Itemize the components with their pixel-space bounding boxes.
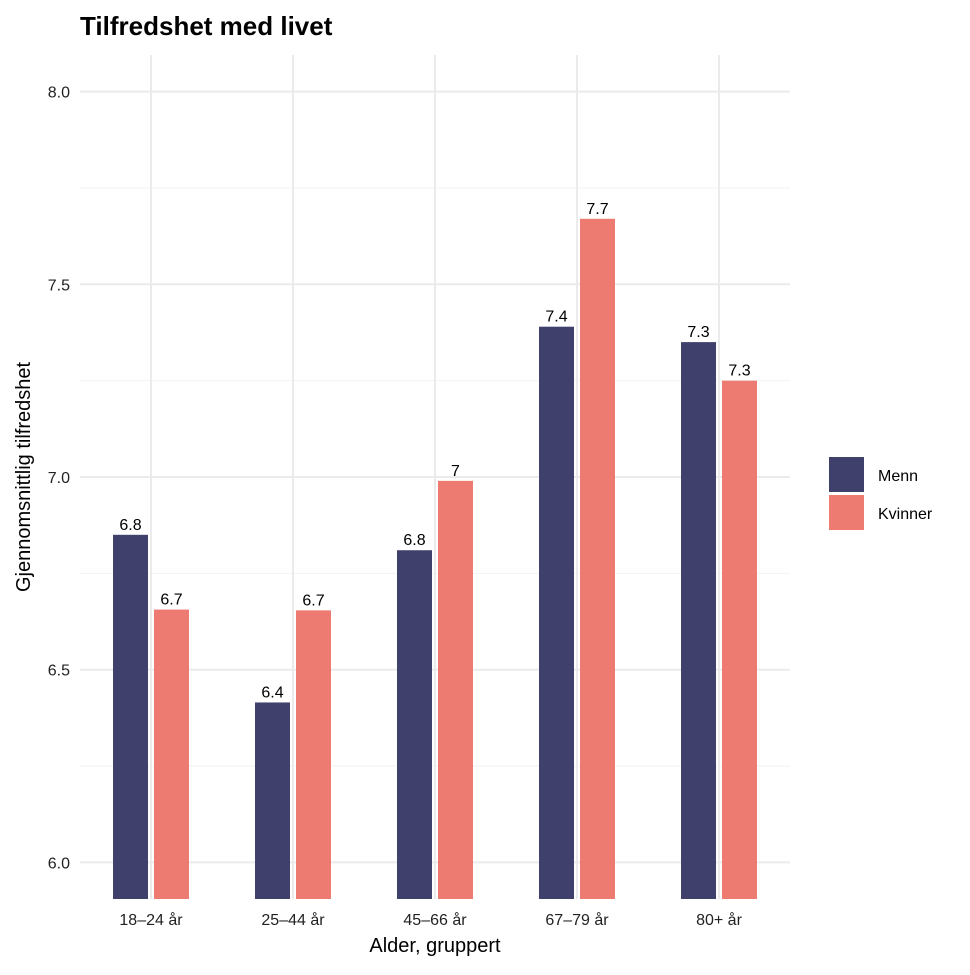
y-tick-label: 7.5	[48, 277, 70, 294]
chart-title: Tilfredshet med livet	[80, 11, 333, 41]
bar-kvinner	[580, 218, 615, 900]
x-tick-label: 45–66 år	[403, 911, 467, 929]
data-label: 7.3	[687, 324, 709, 341]
x-axis-ticks: 18–24 år 25–44 år 45–66 år 67–79 år 80+ år	[119, 911, 742, 929]
bar-menn	[539, 326, 574, 900]
x-tick-label: 18–24 år	[119, 911, 183, 929]
y-tick-label: 6.0	[48, 855, 70, 872]
data-label: 7.3	[728, 363, 750, 380]
y-tick-label: 6.5	[48, 663, 70, 680]
bar-menn	[113, 534, 148, 899]
legend-swatch-kvinner	[829, 495, 864, 530]
y-tick-label: 8.0	[48, 85, 70, 102]
bars	[113, 218, 757, 900]
x-tick-label: 67–79 år	[545, 911, 609, 929]
data-label: 6.7	[160, 592, 182, 609]
data-label: 6.7	[302, 592, 324, 609]
bar-kvinner	[438, 480, 473, 899]
legend-label: Kvinner	[878, 506, 933, 523]
y-axis-ticks: 6.0 6.5 7.0 7.5 8.0	[48, 85, 70, 873]
data-label: 7.7	[586, 201, 608, 218]
y-axis-label: Gjennomsnittlig tilfredshet	[13, 362, 35, 593]
legend: Menn Kvinner	[829, 457, 933, 530]
data-label: 6.4	[261, 684, 283, 701]
bar-kvinner	[154, 609, 189, 899]
gridlines	[80, 55, 790, 899]
bar-menn	[681, 342, 716, 900]
data-label: 7.4	[545, 309, 567, 326]
legend-swatch-menn	[829, 457, 864, 492]
legend-label: Menn	[878, 468, 918, 485]
bar-menn	[397, 550, 432, 899]
x-tick-label: 25–44 år	[261, 911, 325, 929]
data-label: 7	[451, 463, 460, 480]
bar-kvinner	[722, 380, 757, 899]
y-tick-label: 7.0	[48, 470, 70, 487]
x-axis-label: Alder, gruppert	[369, 935, 501, 957]
bar-kvinner	[296, 610, 331, 899]
data-labels: 6.8 6.4 6.8 7.4 7.3 6.7 6.7 7 7.7 7.3	[119, 201, 750, 702]
data-label: 6.8	[119, 517, 141, 534]
data-label: 6.8	[403, 532, 425, 549]
x-tick-label: 80+ år	[696, 911, 742, 929]
bar-menn	[255, 702, 290, 899]
